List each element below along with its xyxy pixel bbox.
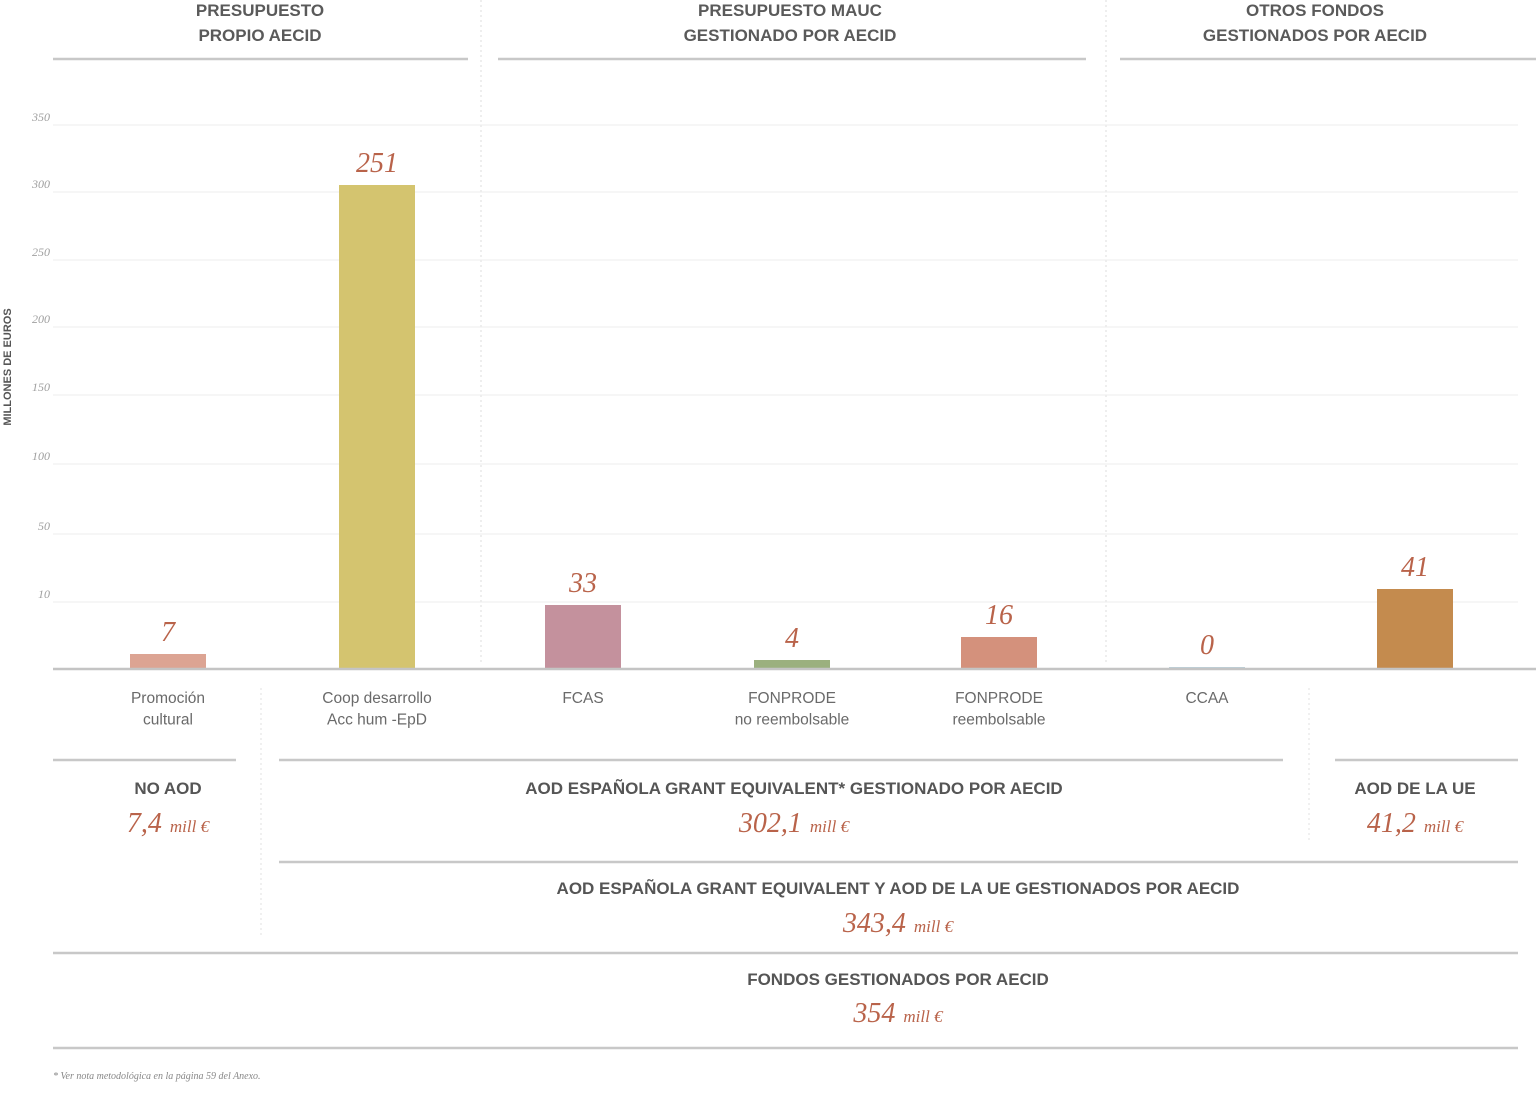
bar-4-value-label: 4: [785, 623, 799, 654]
bar-5-value-label: 16: [985, 600, 1013, 631]
summary-no-aod-value: 7,4: [127, 808, 162, 839]
y-tick-10: 10: [38, 587, 50, 601]
y-tick-50: 50: [38, 519, 50, 533]
group-header-1-line-2: PROPIO AECID: [198, 26, 321, 45]
summary-aod-espanola-title: AOD ESPAÑOLA GRANT EQUIVALENT* GESTIONAD…: [525, 778, 1062, 798]
summary-aod-total-unit: mill €: [914, 917, 955, 936]
category-label-4-line-1: FONPRODE: [748, 690, 836, 707]
group-header-3-line-1: OTROS FONDOS: [1246, 1, 1384, 20]
summary-no-aod-unit: mill €: [170, 817, 211, 836]
footnote: * Ver nota metodológica en la página 59 …: [53, 1071, 261, 1082]
summary-aod-total-amount: 343,4 mill €: [842, 908, 955, 939]
bar-6-value-label: 0: [1200, 630, 1214, 661]
summary-fondos-value: 354: [852, 998, 895, 1029]
bar-1: [130, 654, 206, 669]
bar-2: [339, 185, 415, 669]
summary-no-aod-amount: 7,4 mill €: [127, 808, 211, 839]
summary-aod-total-title: AOD ESPAÑOLA GRANT EQUIVALENT Y AOD DE L…: [557, 878, 1240, 898]
group-header-2: PRESUPUESTO MAUC GESTIONADO POR AECID: [498, 1, 1086, 61]
summary-no-aod: NO AOD 7,4 mill €: [53, 758, 236, 839]
summary-aod-total: AOD ESPAÑOLA GRANT EQUIVALENT Y AOD DE L…: [279, 860, 1518, 939]
group-header-1-line-1: PRESUPUESTO: [196, 1, 324, 20]
summary-no-aod-title: NO AOD: [134, 779, 201, 798]
y-tick-350: 350: [31, 110, 50, 124]
summary-aod-ue: AOD DE LA UE 41,2 mill €: [1335, 758, 1518, 839]
bar-value-labels: 7 251 33 4 16 0 41: [161, 148, 1429, 661]
category-label-1-line-1: Promoción: [131, 690, 205, 707]
bar-4: [754, 660, 830, 669]
group-header-3-line-2: GESTIONADOS POR AECID: [1203, 26, 1427, 45]
summary-fondos-title: FONDOS GESTIONADOS POR AECID: [747, 970, 1049, 989]
summary-aod-espanola-unit: mill €: [810, 817, 851, 836]
summary-fondos-amount: 354 mill €: [852, 998, 944, 1029]
category-label-6-line-1: CCAA: [1185, 690, 1229, 707]
summary-aod-ue-amount: 41,2 mill €: [1367, 808, 1465, 839]
bar-1-value-label: 7: [161, 617, 176, 648]
bar-2-value-label: 251: [356, 148, 398, 179]
group-header-2-line-2: GESTIONADO POR AECID: [684, 26, 897, 45]
summary-aod-ue-value: 41,2: [1367, 808, 1416, 839]
summary-fondos-unit: mill €: [903, 1007, 944, 1026]
y-axis-label: MILLONES DE EUROS: [2, 308, 14, 425]
y-tick-100: 100: [32, 449, 50, 463]
bar-7: [1377, 589, 1453, 669]
y-tick-250: 250: [32, 245, 50, 259]
bar-3-value-label: 33: [568, 568, 597, 599]
bar-3: [545, 605, 621, 669]
summary-aod-ue-unit: mill €: [1424, 817, 1465, 836]
category-labels: Promoción cultural Coop desarrollo Acc hum …: [131, 690, 1229, 729]
y-tick-300: 300: [31, 177, 50, 191]
group-header-2-line-1: PRESUPUESTO MAUC: [698, 1, 882, 20]
category-label-3-line-1: FCAS: [562, 690, 603, 707]
category-label-2-line-2: Acc hum -EpD: [327, 712, 427, 729]
group-header-3: OTROS FONDOS GESTIONADOS POR AECID: [1120, 1, 1536, 61]
category-label-4-line-2: no reembolsable: [735, 712, 850, 729]
summary-aod-total-value: 343,4: [842, 908, 906, 939]
summary-fondos: FONDOS GESTIONADOS POR AECID 354 mill €: [53, 951, 1518, 1050]
bars: [130, 185, 1453, 669]
category-label-1-line-2: cultural: [143, 712, 193, 729]
category-label-5-line-2: reembolsable: [952, 712, 1045, 729]
summary-aod-ue-title: AOD DE LA UE: [1354, 779, 1475, 798]
category-label-5-line-1: FONPRODE: [955, 690, 1043, 707]
bar-7-value-label: 41: [1401, 552, 1429, 583]
category-label-2-line-1: Coop desarrollo: [322, 690, 431, 707]
gridlines: [53, 124, 1518, 603]
summary-aod-espanola-value: 302,1: [738, 808, 802, 839]
y-tick-150: 150: [32, 380, 50, 394]
group-header-1: PRESUPUESTO PROPIO AECID: [53, 1, 468, 61]
bar-5: [961, 637, 1037, 669]
summary-aod-espanola: AOD ESPAÑOLA GRANT EQUIVALENT* GESTIONAD…: [279, 758, 1283, 839]
y-axis-ticks: 350 300 250 200 150 100 50 10: [31, 110, 50, 601]
summary-aod-espanola-amount: 302,1 mill €: [738, 808, 851, 839]
y-tick-200: 200: [32, 312, 50, 326]
